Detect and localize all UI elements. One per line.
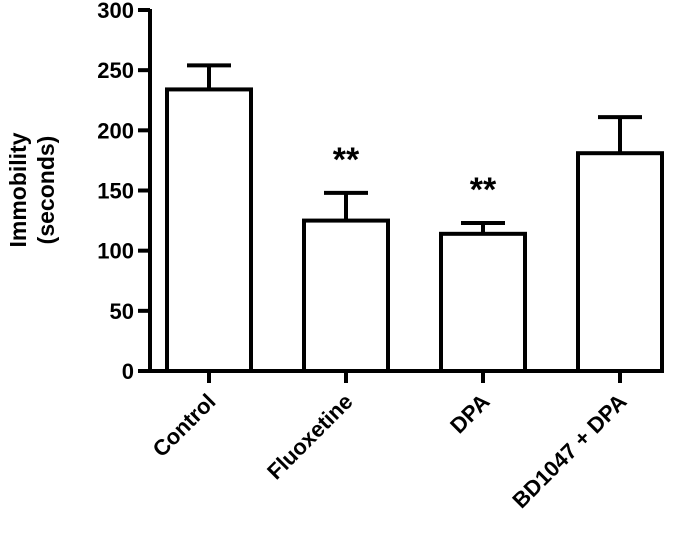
y-tick-label: 200 xyxy=(97,118,134,143)
x-category-label: BD1047 + DPA xyxy=(507,389,631,513)
x-category-label: Control xyxy=(148,389,221,462)
bar xyxy=(165,87,253,373)
y-tick-label: 250 xyxy=(97,58,134,83)
significance-label: ** xyxy=(470,171,497,209)
x-category-label: DPA xyxy=(445,389,494,438)
y-tick-label: 100 xyxy=(97,239,134,264)
y-tick-label: 50 xyxy=(110,299,134,324)
y-axis-title: Immobility (seconds) xyxy=(5,132,59,247)
significance-label: ** xyxy=(333,141,360,179)
y-axis-title-line-2: (seconds) xyxy=(33,136,59,245)
y-tick-label: 0 xyxy=(122,359,134,384)
y-tick-label: 150 xyxy=(97,179,134,204)
y-axis-title-line-1: Immobility xyxy=(5,132,31,247)
bar xyxy=(439,231,527,373)
x-category-label: Fluoxetine xyxy=(262,389,357,484)
bar xyxy=(302,218,390,373)
y-tick-label: 300 xyxy=(97,0,134,23)
plot-area: 0 50 100 150 200 250 300 Control Fluoxetine ** DPA… xyxy=(97,0,664,513)
bar xyxy=(576,151,664,373)
